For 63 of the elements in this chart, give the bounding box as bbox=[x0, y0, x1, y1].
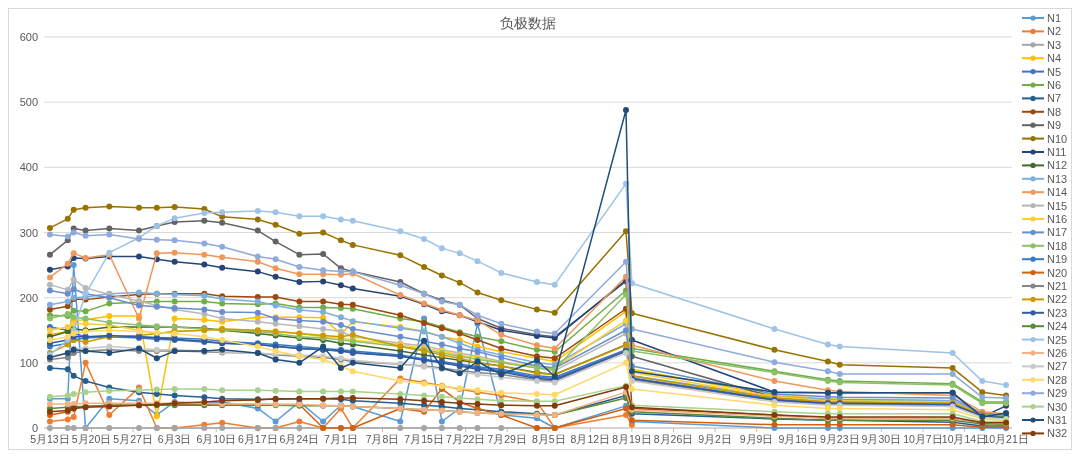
legend-label: N5 bbox=[1047, 65, 1062, 78]
legend-label: N27 bbox=[1047, 360, 1068, 373]
y-tick-label: 300 bbox=[19, 226, 38, 239]
legend-label: N17 bbox=[1047, 226, 1068, 239]
y-tick-label: 0 bbox=[31, 422, 38, 434]
x-tick-label: 6月17日 bbox=[238, 433, 278, 445]
legend-label: N11 bbox=[1047, 146, 1067, 158]
x-tick-label: 9月30日 bbox=[861, 433, 902, 445]
legend-label: N28 bbox=[1047, 373, 1068, 386]
legend-label: N8 bbox=[1047, 105, 1062, 118]
x-tick-label: 8月19日 bbox=[612, 433, 652, 445]
x-tick-label: 6月24日 bbox=[279, 433, 320, 445]
x-tick-label: 10月21日 bbox=[983, 433, 1029, 445]
x-tick-label: 10月7日 bbox=[903, 433, 943, 445]
legend-label: N25 bbox=[1047, 333, 1068, 346]
legend-label: N3 bbox=[1047, 38, 1062, 51]
legend-label: N16 bbox=[1047, 213, 1068, 225]
legend-label: N22 bbox=[1047, 293, 1068, 306]
y-tick-label: 200 bbox=[19, 291, 38, 304]
x-tick-label: 7月15日 bbox=[404, 433, 444, 445]
legend-label: N20 bbox=[1047, 266, 1068, 279]
x-tick-label: 9月23日 bbox=[820, 433, 860, 445]
x-tick-label: 6月10日 bbox=[196, 433, 236, 445]
x-tick-label: 5月13日 bbox=[30, 433, 70, 445]
x-tick-label: 7月29日 bbox=[487, 433, 527, 445]
legend-label: N12 bbox=[1047, 159, 1068, 172]
legend-label: N1 bbox=[1047, 12, 1062, 24]
legend-label: N4 bbox=[1047, 52, 1062, 65]
x-tick-label: 5月20日 bbox=[71, 433, 112, 445]
legend-label: N21 bbox=[1047, 280, 1068, 292]
legend-label: N26 bbox=[1047, 347, 1068, 359]
x-tick-label: 9月2日 bbox=[698, 433, 732, 445]
legend-label: N29 bbox=[1047, 387, 1068, 400]
x-tick-label: 9月16日 bbox=[778, 433, 818, 445]
legend-label: N10 bbox=[1047, 132, 1068, 145]
legend-label: N13 bbox=[1047, 172, 1068, 185]
x-tick-label: 5月27日 bbox=[113, 433, 153, 445]
legend-label: N2 bbox=[1047, 25, 1062, 38]
legend-label: N32 bbox=[1047, 427, 1068, 440]
legend-label: N9 bbox=[1047, 119, 1062, 132]
legend-label: N30 bbox=[1047, 400, 1068, 413]
x-tick-label: 6月3日 bbox=[157, 433, 192, 445]
x-tick-label: 8月12日 bbox=[570, 433, 611, 445]
legend-label: N24 bbox=[1047, 320, 1068, 333]
y-tick-label: 100 bbox=[19, 356, 38, 369]
legend-label: N19 bbox=[1047, 253, 1068, 266]
legend-label: N7 bbox=[1047, 92, 1062, 105]
legend-label: N15 bbox=[1047, 199, 1068, 212]
x-tick-label: 7月22日 bbox=[445, 433, 486, 445]
x-tick-label: 8月26日 bbox=[653, 433, 694, 445]
x-tick-label: 7月1日 bbox=[324, 433, 358, 445]
y-tick-label: 500 bbox=[19, 96, 38, 109]
legend-label: N6 bbox=[1047, 79, 1062, 91]
legend-label: N23 bbox=[1047, 306, 1068, 319]
legend-label: N31 bbox=[1047, 414, 1068, 426]
y-tick-label: 400 bbox=[19, 161, 38, 174]
legend-label: N18 bbox=[1047, 239, 1068, 252]
chart-title: 负极数据 bbox=[500, 15, 556, 31]
x-tick-label: 8月5日 bbox=[531, 433, 566, 445]
x-tick-label: 9月9日 bbox=[739, 433, 774, 445]
y-tick-label: 600 bbox=[19, 31, 38, 43]
x-tick-label: 7月8日 bbox=[365, 433, 400, 445]
legend-label: N14 bbox=[1047, 186, 1068, 199]
